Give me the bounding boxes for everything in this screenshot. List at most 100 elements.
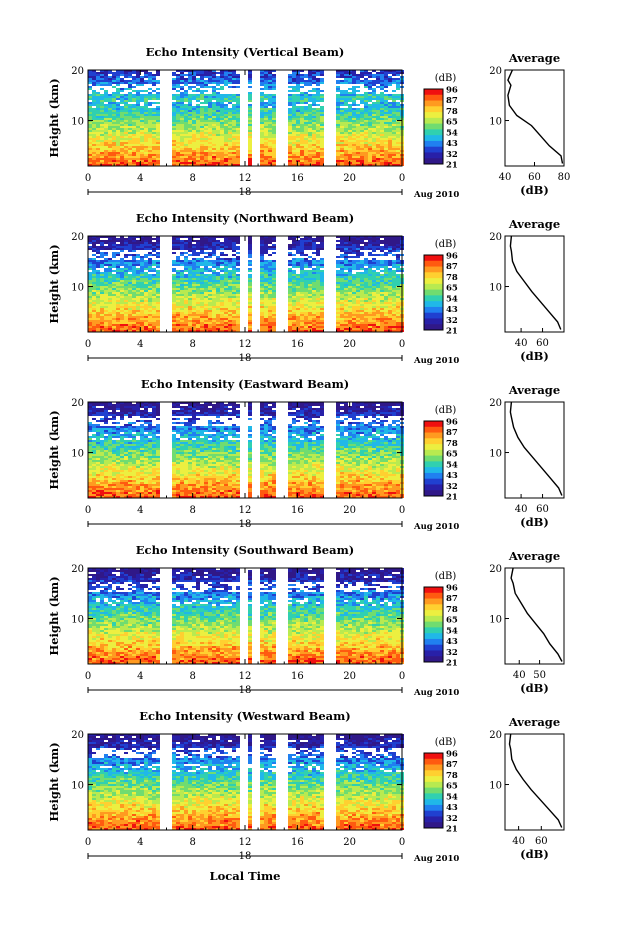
- heatmap-cell: [180, 244, 184, 246]
- heatmap-cell: [260, 160, 264, 162]
- heatmap-cell: [108, 78, 112, 80]
- heatmap-cell: [264, 306, 268, 308]
- heatmap-cell: [340, 126, 344, 128]
- heatmap-cell: [136, 110, 140, 112]
- heatmap-cell: [92, 236, 96, 238]
- heatmap-cell: [112, 158, 116, 160]
- heatmap-cell: [128, 254, 132, 256]
- heatmap-cell: [208, 280, 212, 282]
- heatmap-cell: [260, 274, 264, 276]
- heatmap-cell: [212, 294, 216, 296]
- heatmap-cell: [184, 260, 188, 262]
- heatmap-cell: [216, 280, 220, 282]
- heatmap-cell: [104, 134, 108, 136]
- heatmap-cell: [156, 256, 160, 258]
- heatmap-cell: [120, 144, 124, 146]
- heatmap-cell: [152, 118, 156, 120]
- heatmap-cell: [100, 108, 104, 110]
- heatmap-cell: [320, 140, 324, 142]
- heatmap-cell: [352, 148, 356, 150]
- heatmap-cell: [192, 330, 196, 332]
- heatmap-cell: [304, 282, 308, 284]
- heatmap-cell: [364, 150, 368, 152]
- heatmap-cell: [220, 302, 224, 304]
- heatmap-cell: [212, 82, 216, 84]
- heatmap-cell: [96, 162, 100, 164]
- heatmap-cell: [104, 100, 108, 102]
- heatmap-cell: [236, 82, 240, 84]
- heatmap-cell: [188, 158, 192, 160]
- heatmap-cell: [108, 128, 112, 130]
- heatmap-cell: [96, 140, 100, 142]
- heatmap-cell: [136, 328, 140, 330]
- heatmap-cell: [192, 78, 196, 80]
- heatmap-cell: [88, 292, 92, 294]
- heatmap-cell: [316, 158, 320, 160]
- heatmap-cell: [268, 272, 272, 274]
- heatmap-cell: [364, 106, 368, 108]
- heatmap-cell: [132, 324, 136, 326]
- heatmap-cell: [392, 152, 396, 154]
- heatmap-cell: [112, 120, 116, 122]
- heatmap-cell: [144, 322, 148, 324]
- heatmap-cell: [208, 274, 212, 276]
- heatmap-cell: [144, 80, 148, 82]
- heatmap-cell: [156, 120, 160, 122]
- heatmap-cell: [132, 126, 136, 128]
- heatmap-cell: [264, 268, 268, 270]
- heatmap-cell: [304, 254, 308, 256]
- heatmap-cell: [312, 96, 316, 98]
- panel-title: Echo Intensity (Vertical Beam): [146, 45, 345, 59]
- heatmap-cell: [152, 126, 156, 128]
- heatmap-cell: [264, 146, 268, 148]
- heatmap-cell: [296, 276, 300, 278]
- heatmap-cell: [340, 124, 344, 126]
- heatmap-cell: [272, 162, 276, 164]
- heatmap-cell: [140, 280, 144, 282]
- heatmap-cell: [144, 284, 148, 286]
- heatmap-cell: [292, 116, 296, 118]
- heatmap-cell: [388, 80, 392, 82]
- heatmap-cell: [220, 306, 224, 308]
- heatmap-cell: [112, 104, 116, 106]
- heatmap-cell: [120, 164, 124, 166]
- heatmap-cell: [196, 298, 200, 300]
- heatmap-cell: [380, 88, 384, 90]
- heatmap-cell: [108, 272, 112, 274]
- heatmap-cell: [188, 146, 192, 148]
- heatmap-cell: [308, 70, 312, 72]
- heatmap-cell: [228, 154, 232, 156]
- heatmap-cell: [344, 124, 348, 126]
- heatmap-cell: [296, 162, 300, 164]
- heatmap-cell: [156, 142, 160, 144]
- heatmap-cell: [132, 90, 136, 92]
- heatmap-cell: [200, 242, 204, 244]
- heatmap-cell: [124, 286, 128, 288]
- heatmap-cell: [352, 76, 356, 78]
- heatmap-cell: [172, 268, 176, 270]
- heatmap-cell: [92, 92, 96, 94]
- heatmap-cell: [344, 102, 348, 104]
- heatmap-cell: [204, 130, 208, 132]
- heatmap-cell: [148, 96, 152, 98]
- heatmap-cell: [264, 116, 268, 118]
- heatmap-cell: [220, 70, 224, 72]
- heatmap-cell: [232, 150, 236, 152]
- heatmap-cell: [116, 276, 120, 278]
- heatmap-cell: [148, 312, 152, 314]
- heatmap-cell: [128, 130, 132, 132]
- heatmap-cell: [304, 150, 308, 152]
- heatmap-cell: [248, 110, 252, 112]
- heatmap-cell: [396, 82, 400, 84]
- heatmap-cell: [108, 316, 112, 318]
- heatmap-cell: [176, 114, 180, 116]
- heatmap-cell: [120, 304, 124, 306]
- heatmap-cell: [212, 104, 216, 106]
- heatmap-cell: [120, 136, 124, 138]
- heatmap-cell: [396, 72, 400, 74]
- heatmap-cell: [296, 246, 300, 248]
- heatmap-cell: [372, 148, 376, 150]
- heatmap-cell: [116, 90, 120, 92]
- heatmap-cell: [364, 158, 368, 160]
- heatmap-cell: [88, 328, 92, 330]
